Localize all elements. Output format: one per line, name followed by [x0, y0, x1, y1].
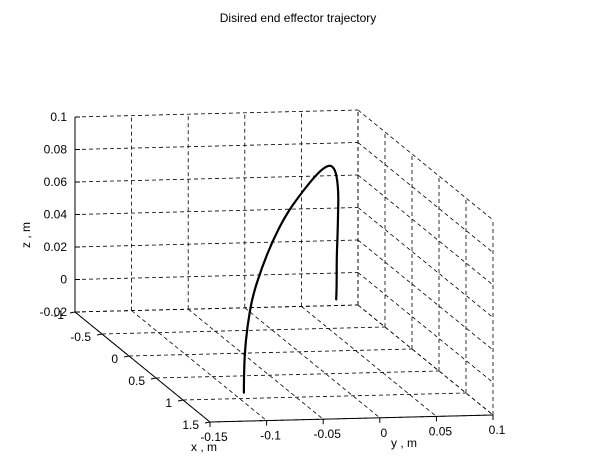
y-tick-label: 0.05	[429, 424, 453, 438]
x-tick-mark	[69, 311, 76, 314]
side-wall-grid-line-z	[357, 174, 494, 286]
back-wall-grid-line-z	[74, 239, 359, 248]
y-tick-label: 0	[380, 426, 387, 440]
x-axis-line	[74, 311, 211, 423]
y-axis-line	[209, 414, 494, 423]
x-tick-label: -0.5	[70, 330, 91, 344]
side-wall-grid-line-z	[357, 109, 494, 221]
floor-grid-line-y	[131, 310, 267, 421]
back-wall-grid-line-z	[74, 272, 359, 280]
x-tick-mark	[177, 399, 184, 402]
y-tick-label: -0.15	[200, 430, 228, 444]
z-axis-label: z , m	[19, 222, 33, 248]
back-wall-grid-line-z	[74, 207, 359, 215]
x-tick-label: 1	[165, 396, 172, 410]
series-layer	[242, 164, 340, 394]
floor-grid-line-x	[155, 370, 440, 379]
back-wall-grid-line-z	[74, 174, 359, 183]
floor-grid-line-y	[187, 308, 324, 420]
z-tick-label: -0.02	[40, 305, 68, 319]
tick-layer: -1 -0.5 0 0.5 1 1.5-0.15 -0.1 -0.05 0 0.05 0.1 -0.0…	[40, 110, 506, 444]
x-tick-mark	[150, 377, 157, 380]
x-tick-label: 0.5	[128, 374, 145, 388]
y-tick-label: -0.05	[314, 427, 342, 441]
floor-grid-line-x	[101, 326, 386, 335]
grid-layer	[74, 109, 494, 423]
floor-grid-line-x	[128, 348, 413, 357]
x-tick-mark	[123, 355, 130, 358]
side-wall-grid-line-z	[357, 142, 494, 253]
x-axis-label: x , m	[191, 440, 217, 454]
x-tick-label: -1	[53, 308, 64, 322]
x-tick-mark	[96, 333, 103, 336]
side-wall-grid-line-z	[357, 239, 494, 351]
chart-title: Disired end effector trajectory	[220, 11, 377, 25]
y-tick-label: 0.1	[489, 423, 506, 437]
back-wall-grid-line-z	[74, 142, 359, 150]
z-tick-label: 0.06	[44, 175, 68, 189]
back-wall-grid-line-z	[74, 109, 359, 118]
z-tick-label: 0.04	[44, 208, 68, 222]
floor-grid-line-x	[182, 392, 467, 401]
z-tick-label: 0.1	[50, 110, 67, 124]
side-wall-grid-line-z	[357, 207, 494, 318]
x-tick-label: 1.5	[182, 418, 199, 432]
z-tick-label: 0.02	[44, 240, 68, 254]
side-wall-grid-line-z	[357, 272, 494, 383]
floor-grid-line-y	[244, 307, 381, 419]
floor-grid-line-y	[301, 306, 437, 417]
back-wall-grid-line-z	[74, 304, 359, 313]
y-tick-label: -0.1	[260, 429, 281, 443]
y-axis-label: y , m	[391, 436, 417, 450]
x-tick-mark	[204, 421, 211, 424]
z-tick-label: 0	[60, 273, 67, 287]
z-tick-label: 0.08	[44, 143, 68, 157]
trajectory-curve	[242, 164, 340, 394]
x-tick-label: 0	[111, 352, 118, 366]
side-wall-grid-line-z	[357, 304, 494, 416]
